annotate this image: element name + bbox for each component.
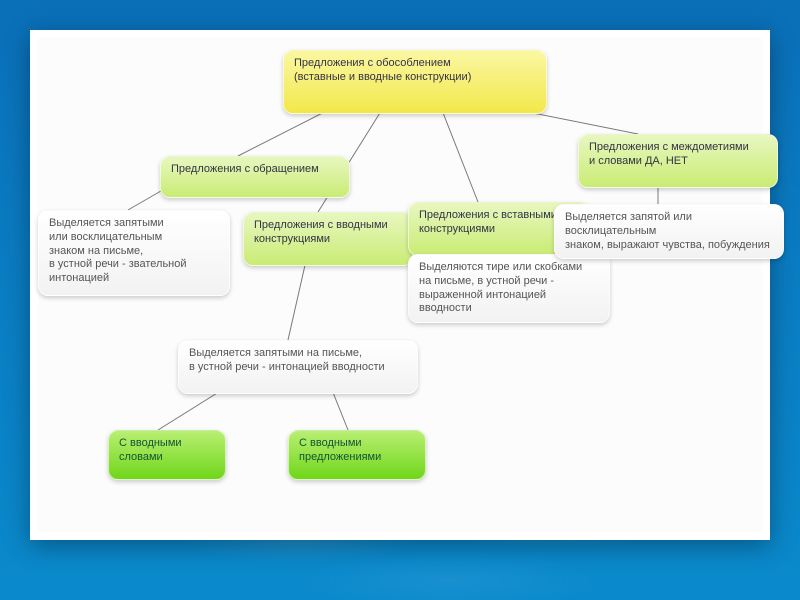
diagram-canvas: Предложения с обособлением (вставные и в… bbox=[38, 38, 762, 532]
node-branch-address: Предложения с обращением bbox=[160, 156, 350, 198]
node-desc-intro: Выделяется запятыми на письме, в устной … bbox=[178, 340, 418, 394]
node-root: Предложения с обособлением (вставные и в… bbox=[283, 50, 547, 114]
node-branch-intro-constr: Предложения с вводными конструкциями bbox=[243, 212, 413, 266]
slide-frame: Предложения с обособлением (вставные и в… bbox=[30, 30, 770, 540]
node-desc-address: Выделяется запятыми или восклицательным … bbox=[38, 210, 230, 296]
node-desc-interjection: Выделяется запятой или восклицательным з… bbox=[554, 204, 784, 259]
node-leaf-intro-sentences: С вводными предложениями bbox=[288, 430, 426, 480]
node-branch-interjection: Предложения с междометиями и словами ДА,… bbox=[578, 134, 778, 188]
node-leaf-intro-words: С вводными словами bbox=[108, 430, 226, 480]
node-desc-insert: Выделяются тире или скобками на письме, … bbox=[408, 254, 610, 323]
page-background: Предложения с обособлением (вставные и в… bbox=[0, 0, 800, 600]
